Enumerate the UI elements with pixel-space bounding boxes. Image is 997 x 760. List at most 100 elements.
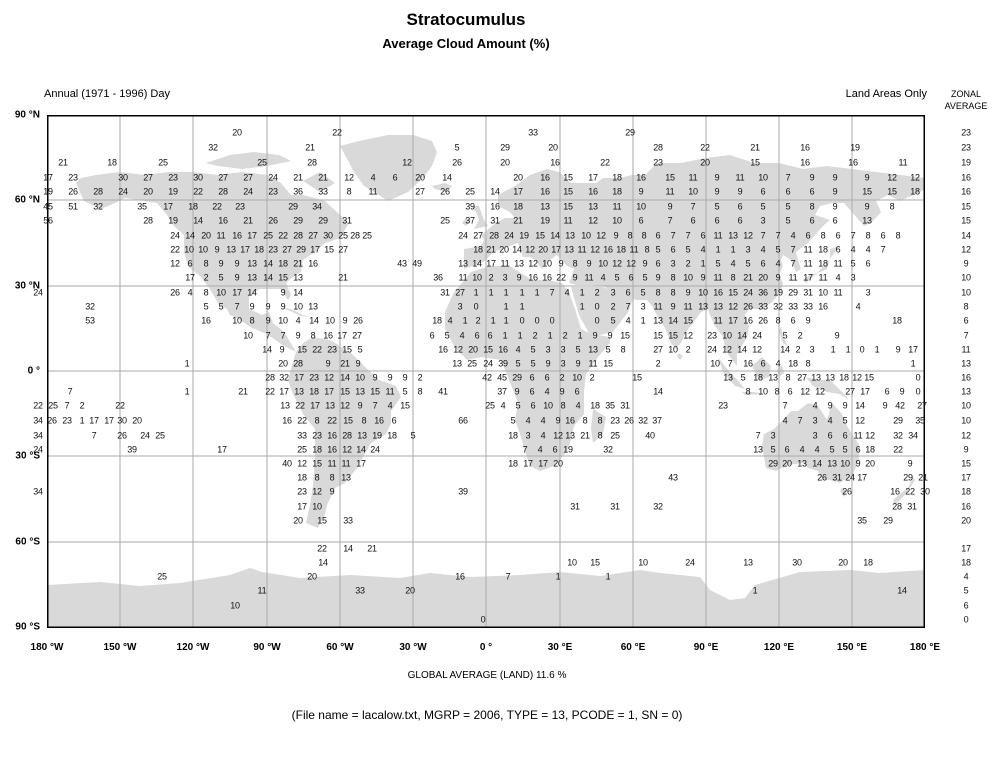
cell-value: 21 (293, 172, 303, 183)
cell-value: 4 (865, 244, 871, 255)
cell-value: 14 (653, 386, 663, 397)
cell-value: 4 (447, 315, 453, 326)
cell-value: 8 (361, 415, 367, 426)
cell-value: 32 (208, 142, 218, 153)
cell-value: 9 (832, 201, 838, 212)
cell-value: 15 (535, 230, 545, 241)
zonal-value: 12 (961, 430, 971, 441)
cell-value: 21 (338, 272, 348, 283)
cell-value: 25 (263, 230, 273, 241)
cell-value: 25 (610, 430, 620, 441)
cell-value: 12 (728, 301, 738, 312)
cell-value: 20 (278, 358, 288, 369)
cell-value: 14 (343, 543, 353, 554)
cell-value: 18 (432, 315, 442, 326)
x-tick-label: 60 °W (326, 642, 354, 653)
cell-value: 35 (137, 201, 147, 212)
cell-value: 15 (668, 330, 678, 341)
cell-value: 7 (797, 415, 803, 426)
cell-value: 16 (232, 230, 242, 241)
cell-value: 19 (850, 142, 860, 153)
zonal-value: 0 (963, 614, 969, 625)
cell-value: 8 (775, 315, 781, 326)
cell-value: 19 (519, 230, 529, 241)
cell-value: 25 (465, 186, 475, 197)
cell-value: 6 (392, 172, 398, 183)
zonal-value: 23 (961, 142, 971, 153)
cell-value: 9 (864, 201, 870, 212)
cell-value: 15 (563, 186, 573, 197)
cell-value: 17 (803, 272, 813, 283)
cell-value: 23 (309, 372, 319, 383)
cell-value: 4 (500, 400, 506, 411)
cell-value: 24 (243, 186, 253, 197)
cell-value: 16 (490, 201, 500, 212)
cell-value: 21 (486, 244, 496, 255)
cell-value: 9 (607, 330, 613, 341)
cell-value: 13 (753, 444, 763, 455)
page-subtitle: Average Cloud Amount (%) (382, 36, 550, 51)
cell-value: 0 (594, 315, 600, 326)
cell-value: 13 (226, 244, 236, 255)
cell-value: 11 (713, 272, 723, 283)
cell-value: 14 (780, 344, 790, 355)
cell-value: 9 (667, 201, 673, 212)
cell-value: 6 (391, 415, 397, 426)
cell-value: 6 (529, 386, 535, 397)
cell-value: 16 (540, 186, 550, 197)
cell-value: 9 (295, 330, 301, 341)
cell-value: 22 (297, 415, 307, 426)
cell-value: 3 (812, 415, 818, 426)
cell-value: 19 (563, 444, 573, 455)
cell-value: 9 (592, 330, 598, 341)
cell-value: 11 (588, 358, 598, 369)
cell-value: 5 (714, 201, 720, 212)
cell-value: 8 (346, 186, 352, 197)
cell-value: 27 (218, 172, 228, 183)
cell-value: 11 (584, 272, 594, 283)
cell-value: 13 (713, 301, 723, 312)
cell-value: 19 (540, 215, 550, 226)
cell-value: 24 (170, 230, 180, 241)
cell-value: 22 (295, 400, 305, 411)
cell-value: 11 (683, 301, 693, 312)
cell-value: 24 (752, 330, 762, 341)
cell-value: 11 (833, 287, 843, 298)
cell-value: 4 (387, 400, 393, 411)
cell-value: 10 (598, 258, 608, 269)
cell-value: 33 (788, 301, 798, 312)
cell-value: 19 (168, 215, 178, 226)
cell-value: 28 (93, 186, 103, 197)
cell-value: 20 (293, 515, 303, 526)
cell-value: 16 (800, 157, 810, 168)
cell-value: 8 (670, 287, 676, 298)
cell-value: 53 (85, 315, 95, 326)
cell-value: 6 (760, 358, 766, 369)
cell-value: 12 (324, 372, 334, 383)
cell-value: 2 (685, 344, 691, 355)
cell-value: 20 (758, 272, 768, 283)
cell-value: 6 (670, 244, 676, 255)
cell-value: 5 (605, 344, 611, 355)
land-areas-label: Land Areas Only (845, 88, 927, 100)
cell-value: 23 (718, 400, 728, 411)
cell-value: 17 (337, 330, 347, 341)
cell-value: 7 (670, 230, 676, 241)
cell-value: 16 (327, 444, 337, 455)
cell-value: 4 (730, 258, 736, 269)
cell-value: 9 (249, 301, 255, 312)
cell-value: 15 (343, 415, 353, 426)
cell-value: 13 (797, 458, 807, 469)
cell-value: 16 (438, 344, 448, 355)
cell-value: 1 (700, 258, 706, 269)
cell-value: 10 (543, 400, 553, 411)
y-tick-label: 60 °S (15, 536, 40, 548)
cell-value: 0 (859, 344, 865, 355)
cell-value: 19 (168, 186, 178, 197)
cell-value: 6 (655, 258, 661, 269)
cell-value: 8 (560, 400, 566, 411)
x-tick-label: 150 °E (836, 642, 868, 653)
cell-value: 32 (773, 301, 783, 312)
cell-value: 6 (835, 230, 841, 241)
cell-value: 40 (645, 430, 655, 441)
